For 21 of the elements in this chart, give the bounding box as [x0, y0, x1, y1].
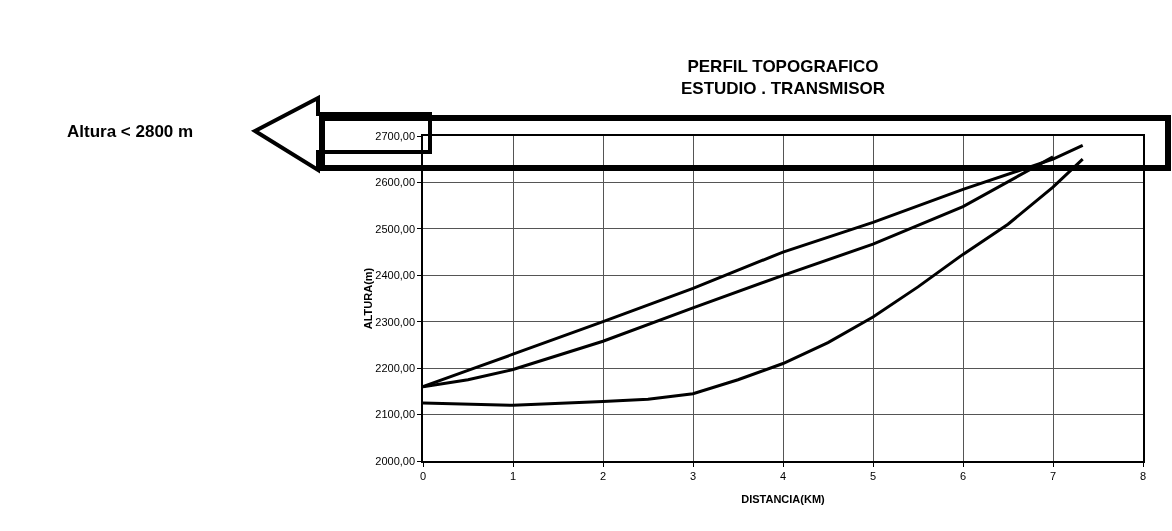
- y-tick-label: 2000,00: [375, 454, 416, 467]
- x-axis-title: DISTANCIA(KM): [741, 492, 826, 505]
- x-tick-label: 2: [599, 469, 607, 482]
- y-tick-label: 2400,00: [375, 269, 416, 282]
- y-tick-label: 2300,00: [375, 315, 416, 328]
- y-tick-label: 2600,00: [375, 176, 416, 189]
- y-tick-label: 2500,00: [375, 222, 416, 235]
- x-tick-label: 3: [689, 469, 697, 482]
- x-tick-label: 0: [419, 469, 427, 482]
- text: Altura < 2800 m: [67, 122, 194, 141]
- x-tick-label: 6: [959, 469, 967, 482]
- y-tick-label: 2200,00: [375, 361, 416, 374]
- x-tick-label: 1: [509, 469, 517, 482]
- y-tick-label: 2100,00: [375, 408, 416, 421]
- y-axis-title: ALTURA(m): [362, 267, 375, 330]
- chart-title: PERFIL TOPOGRAFICO ESTUDIO . TRANSMISOR: [680, 57, 886, 99]
- x-tick-label: 8: [1139, 469, 1147, 482]
- x-tick-label: 7: [1049, 469, 1057, 482]
- x-tick-label: 5: [869, 469, 877, 482]
- x-tick-label: 4: [779, 469, 787, 482]
- y-tick-label: 2700,00: [375, 129, 416, 142]
